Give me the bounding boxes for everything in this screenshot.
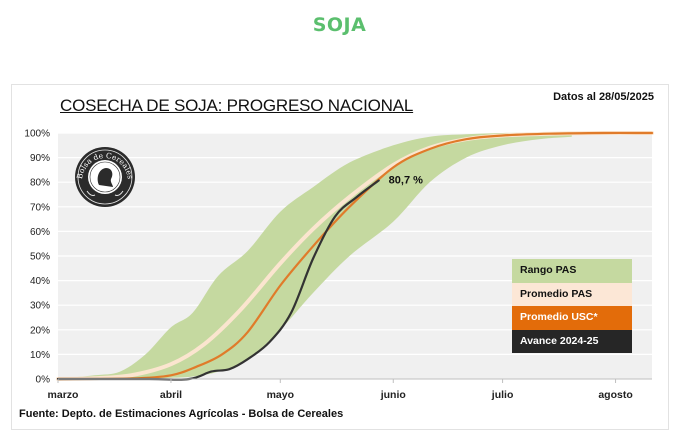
- y-tick-label: 10%: [30, 350, 50, 361]
- x-tick-label: abril: [160, 389, 182, 401]
- page-title: SOJA: [312, 14, 367, 36]
- y-tick-label: 80%: [30, 178, 50, 189]
- legend-item-avance-2024-25: Avance 2024-25: [512, 329, 632, 353]
- x-tick-label: agosto: [598, 389, 632, 401]
- source-note: Fuente: Depto. de Estimaciones Agrícolas…: [19, 408, 344, 420]
- y-tick-label: 20%: [30, 325, 50, 336]
- x-tick-label: junio: [380, 389, 406, 401]
- line-avance-2024-25: [56, 179, 380, 381]
- legend-item-promedio-usc: Promedio USC*: [512, 306, 632, 330]
- y-tick-label: 100%: [24, 129, 50, 140]
- legend-item-promedio-pas: Promedio PAS: [512, 282, 632, 306]
- x-tick-label: julio: [491, 389, 514, 401]
- chart-title: COSECHA DE SOJA: PROGRESO NACIONAL: [60, 96, 414, 115]
- lines-group: [56, 130, 654, 381]
- annotations: 80,7 %: [389, 174, 423, 186]
- y-tick-label: 70%: [30, 202, 50, 213]
- x-tick-label: marzo: [48, 389, 79, 401]
- y-tick-label: 90%: [30, 153, 50, 164]
- x-axis-ticks: marzo abril mayo junio julio agosto: [48, 379, 633, 401]
- y-tick-label: 60%: [30, 227, 50, 238]
- x-tick-label: mayo: [267, 389, 294, 401]
- y-tick-label: 0%: [36, 375, 51, 386]
- legend: Rango PAS Promedio PAS Promedio USC* Ava…: [512, 259, 632, 353]
- annotation-last-value: 80,7 %: [389, 174, 423, 186]
- y-tick-label: 50%: [30, 252, 50, 263]
- chart-date-label: Datos al 28/05/2025: [553, 91, 654, 103]
- legend-item-rango-pas: Rango PAS: [512, 259, 632, 283]
- bolsa-de-cereales-logo: Bolsa de Cereales: [75, 147, 135, 207]
- y-tick-label: 40%: [30, 276, 50, 287]
- y-tick-label: 30%: [30, 301, 50, 312]
- y-axis-ticks: 0% 10% 20% 30% 40% 50% 60% 70% 80% 90% 100%: [24, 129, 50, 386]
